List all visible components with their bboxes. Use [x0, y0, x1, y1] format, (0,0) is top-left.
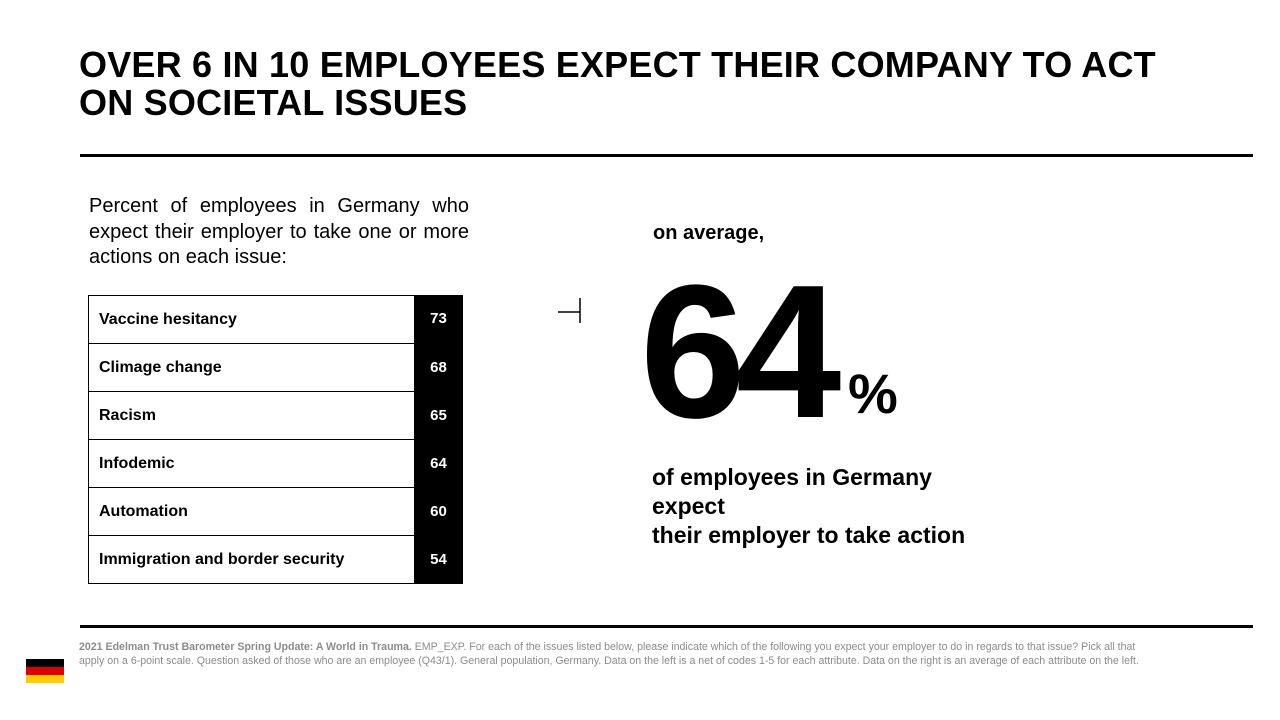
issue-value: 65: [414, 392, 463, 440]
flag-stripe-red: [26, 667, 64, 675]
issue-label: Racism: [88, 392, 414, 440]
issue-label: Immigration and border security: [88, 536, 414, 584]
footnote: 2021 Edelman Trust Barometer Spring Upda…: [79, 640, 1149, 668]
table-row: Climage change 68: [88, 344, 463, 392]
footnote-source: 2021 Edelman Trust Barometer Spring Upda…: [79, 641, 412, 653]
footnote-text: EMP_EXP. For each of the issues listed b…: [79, 641, 1139, 667]
issue-label: Infodemic: [88, 440, 414, 488]
issue-value: 54: [414, 536, 463, 584]
issue-value: 60: [414, 488, 463, 536]
flag-stripe-black: [26, 659, 64, 667]
text-cursor-icon: [558, 298, 581, 323]
table-row: Immigration and border security 54: [88, 536, 463, 584]
issue-value: 68: [414, 344, 463, 392]
page-title: OVER 6 IN 10 EMPLOYEES EXPECT THEIR COMP…: [79, 44, 1156, 123]
germany-flag-icon: [26, 659, 64, 683]
issue-label: Vaccine hesitancy: [88, 295, 414, 344]
table-row: Automation 60: [88, 488, 463, 536]
title-divider: [80, 154, 1253, 157]
table-row: Racism 65: [88, 392, 463, 440]
average-description: of employees in Germany expect their emp…: [652, 464, 966, 548]
issue-label: Automation: [88, 488, 414, 536]
table-row: Vaccine hesitancy 73: [88, 295, 463, 344]
issue-value: 73: [414, 295, 463, 344]
issue-value: 64: [414, 440, 463, 488]
flag-stripe-gold: [26, 675, 64, 683]
footer-divider: [80, 625, 1253, 628]
table-row: Infodemic 64: [88, 440, 463, 488]
average-label: on average,: [653, 222, 765, 244]
chart-intro: Percent of employees in Germany who expe…: [89, 195, 469, 268]
issue-label: Climage change: [88, 344, 414, 392]
average-value: 64: [640, 246, 841, 458]
average-unit: %: [848, 362, 898, 425]
issue-table: Vaccine hesitancy 73 Climage change 68 Racis…: [88, 295, 463, 584]
